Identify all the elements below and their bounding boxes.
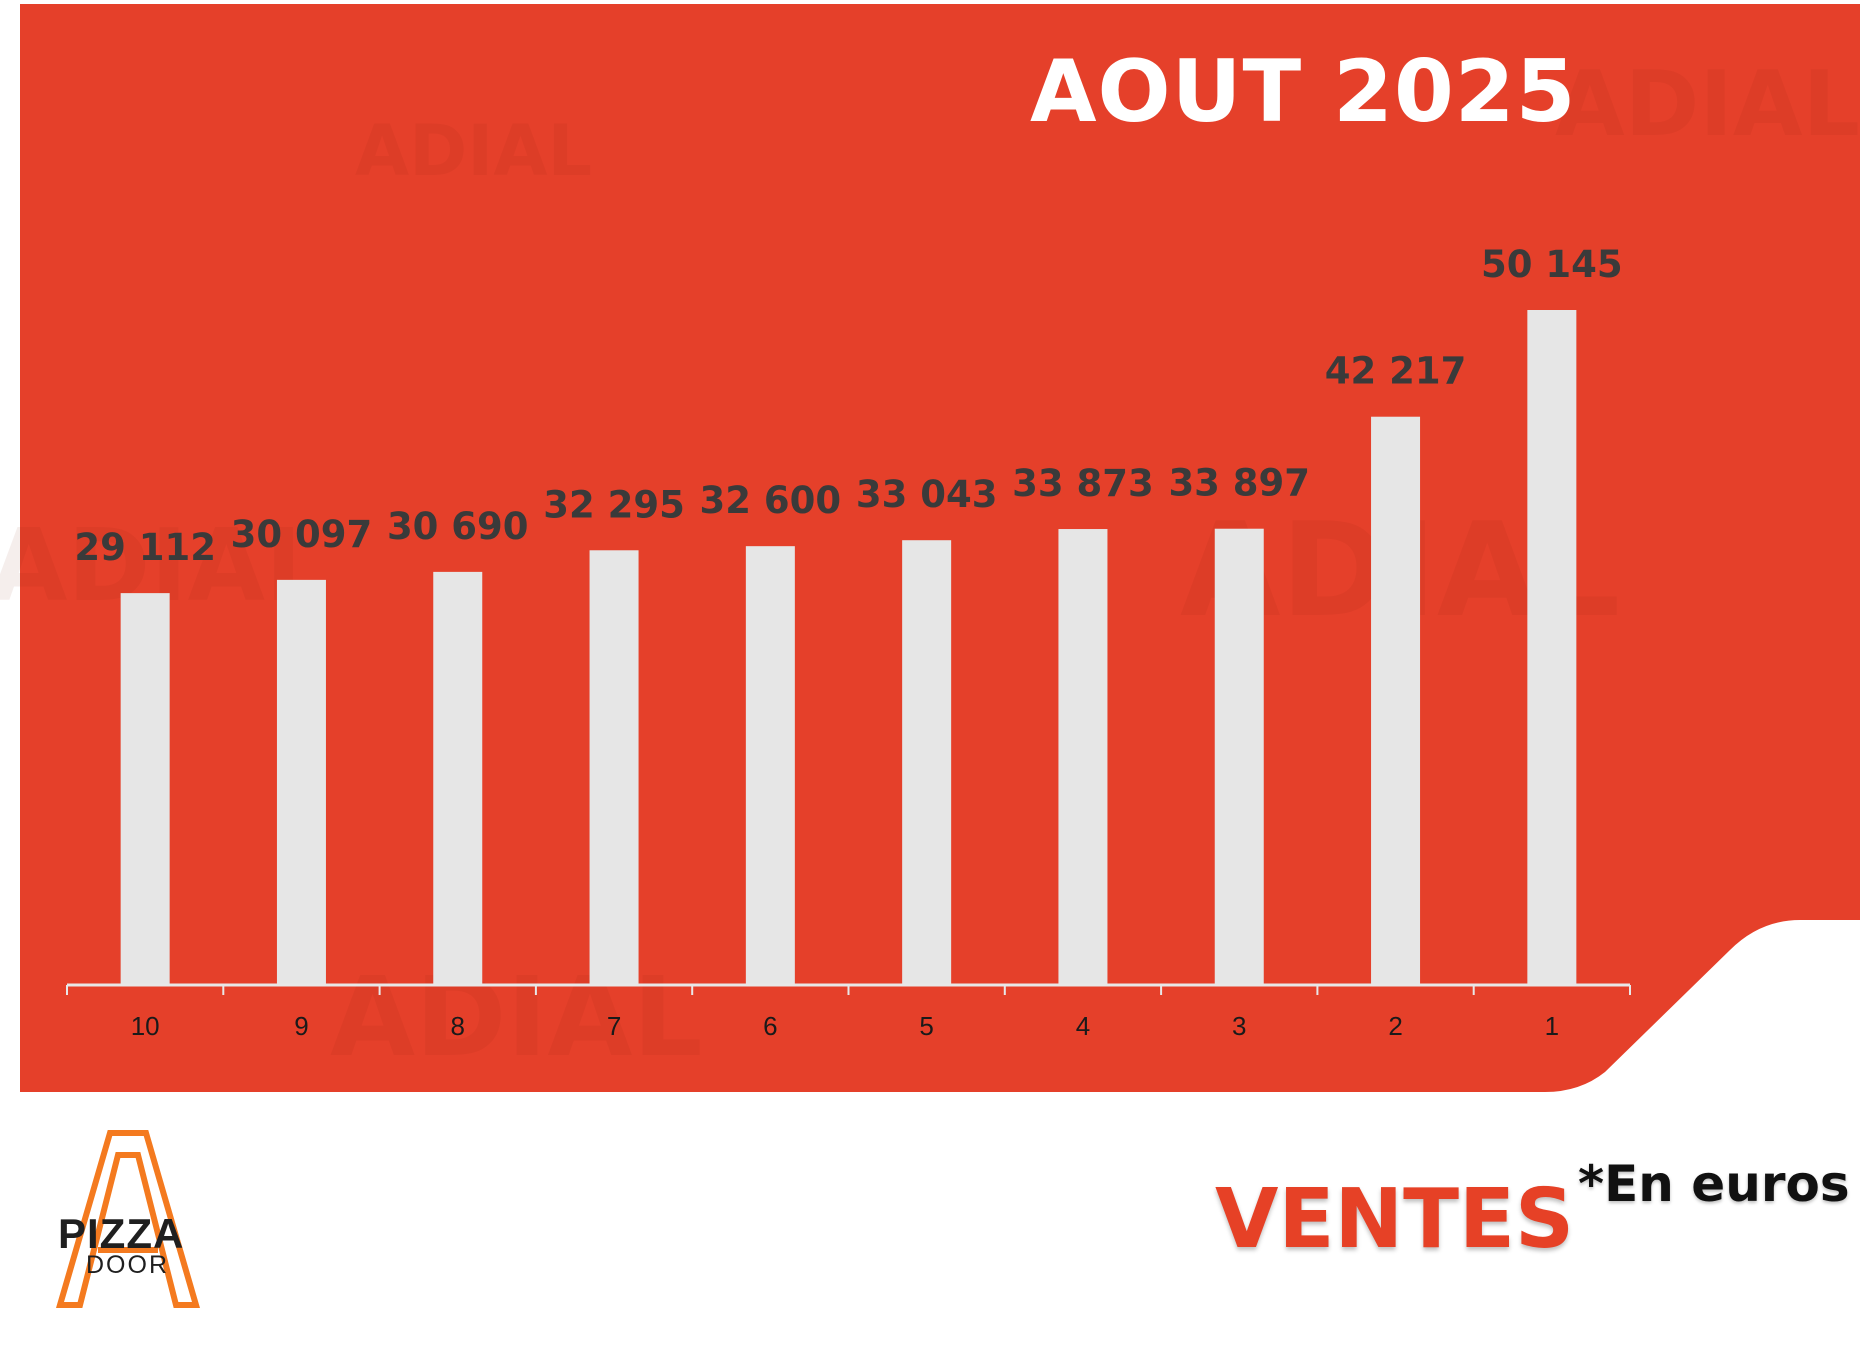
watermark-text: ADIAL [330, 953, 703, 1081]
value-label: 42 217 [1325, 350, 1467, 393]
bar-8 [433, 571, 483, 985]
bar-6 [745, 546, 795, 985]
x-tick-label: 4 [1076, 1011, 1090, 1041]
value-label: 50 145 [1481, 243, 1623, 286]
x-tick-label: 9 [294, 1011, 308, 1041]
pizza-door-logo-icon [56, 1130, 200, 1308]
bar-4 [1058, 529, 1108, 985]
value-label: 29 112 [74, 526, 216, 569]
bars-layer [120, 310, 1577, 985]
page-title: AOUT 2025 [1030, 42, 1577, 142]
logo-text-door: DOOR [86, 1251, 169, 1279]
x-axis: 10 9 8 7 6 5 4 3 2 1 [66, 983, 1631, 1041]
x-tick-label: 6 [763, 1011, 777, 1041]
logo-text-pizza: PIZZA [58, 1210, 185, 1257]
watermark-text: ADIAL [355, 110, 592, 192]
value-label: 32 295 [543, 483, 685, 526]
value-label: 33 897 [1168, 462, 1310, 505]
x-tick-label: 5 [919, 1011, 933, 1041]
bar-5 [902, 540, 952, 985]
bar-3 [1214, 528, 1264, 985]
ventes-label: VENTES [1215, 1172, 1575, 1267]
value-label: 33 873 [1012, 462, 1154, 505]
bar-7 [589, 550, 639, 985]
bar-2 [1371, 416, 1421, 985]
x-tick-label: 1 [1545, 1011, 1559, 1041]
value-label: 30 690 [387, 505, 529, 548]
value-label: 32 600 [700, 479, 842, 522]
x-tick-label: 3 [1232, 1011, 1246, 1041]
x-tick-label: 10 [131, 1011, 160, 1041]
unit-note: *En euros [1578, 1155, 1850, 1213]
x-tick-label: 2 [1388, 1011, 1402, 1041]
x-tick-label: 8 [451, 1011, 465, 1041]
value-labels-layer: 29 112 30 097 30 690 32 295 32 600 33 043 33 8… [74, 243, 1622, 569]
value-label: 33 043 [856, 473, 998, 516]
x-tick-label: 7 [607, 1011, 621, 1041]
bar-1 [1527, 310, 1577, 985]
watermark-text: ADIAL [1555, 52, 1860, 157]
value-label: 30 097 [231, 513, 373, 556]
bar-10 [120, 593, 170, 985]
bar-9 [276, 579, 326, 985]
